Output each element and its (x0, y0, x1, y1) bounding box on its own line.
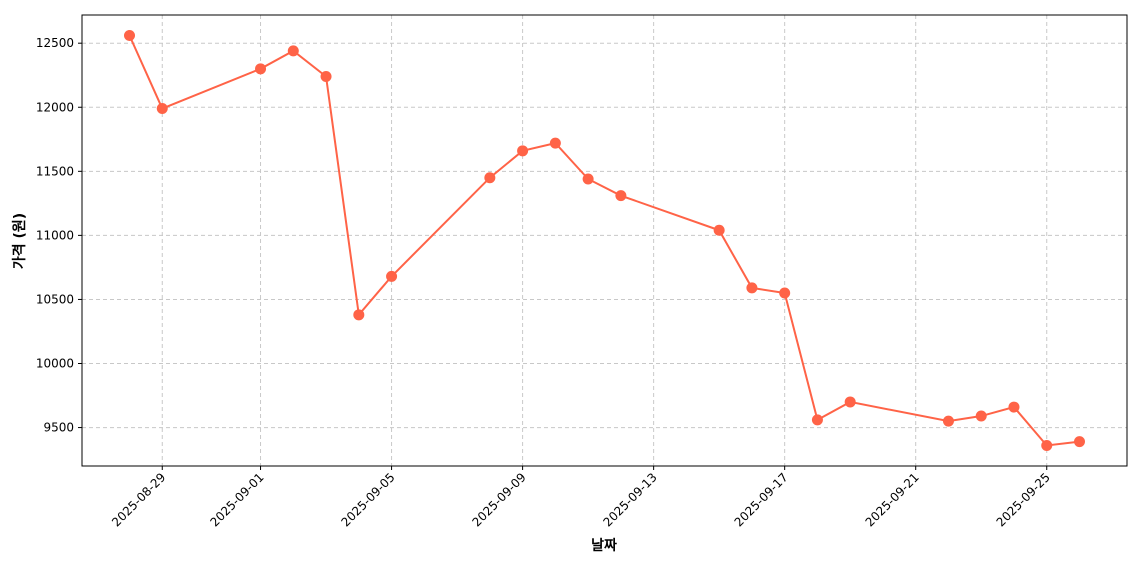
point (124, 30, 135, 41)
x-tick-label: 2025-09-05 (338, 470, 397, 529)
point (386, 270, 398, 282)
point (844, 396, 856, 408)
point (713, 224, 725, 236)
point (1041, 440, 1053, 451)
x-tick-label: 2025-09-21 (863, 470, 922, 529)
y-tick-label: 11500 (36, 164, 74, 178)
x-tick-label: 2025-09-25 (994, 470, 1053, 529)
point (975, 410, 987, 422)
point (1074, 436, 1085, 448)
point (582, 173, 594, 185)
plot-frame (81, 14, 1128, 467)
x-tick-label: 2025-09-13 (601, 470, 660, 529)
y-tick-label: 9500 (43, 421, 74, 435)
point (517, 145, 529, 157)
y-axis-label: 가격 (원) (11, 213, 28, 269)
point (1008, 401, 1020, 413)
point (615, 190, 627, 202)
y-tick-label: 11000 (36, 228, 74, 242)
x-axis-label: 날짜 (591, 538, 617, 554)
point (746, 282, 758, 294)
point (779, 287, 791, 299)
x-tick-label: 2025-09-17 (732, 470, 791, 529)
y-tick-label: 10500 (36, 292, 74, 306)
point (484, 172, 496, 184)
y-tick-label: 12000 (36, 100, 74, 114)
point (156, 103, 168, 115)
y-tick-label: 10000 (36, 357, 74, 371)
point (255, 63, 267, 75)
point (942, 415, 954, 427)
point (811, 414, 823, 426)
point (353, 309, 365, 321)
point (320, 71, 332, 82)
point (287, 45, 299, 57)
y-tick-label: 12500 (36, 36, 74, 50)
x-tick-label: 2025-09-01 (207, 470, 266, 529)
line (128, 35, 1080, 447)
x-tick-label: 2025-08-29 (109, 470, 168, 529)
x-tick-label: 2025-09-09 (470, 470, 529, 529)
point (549, 137, 561, 149)
